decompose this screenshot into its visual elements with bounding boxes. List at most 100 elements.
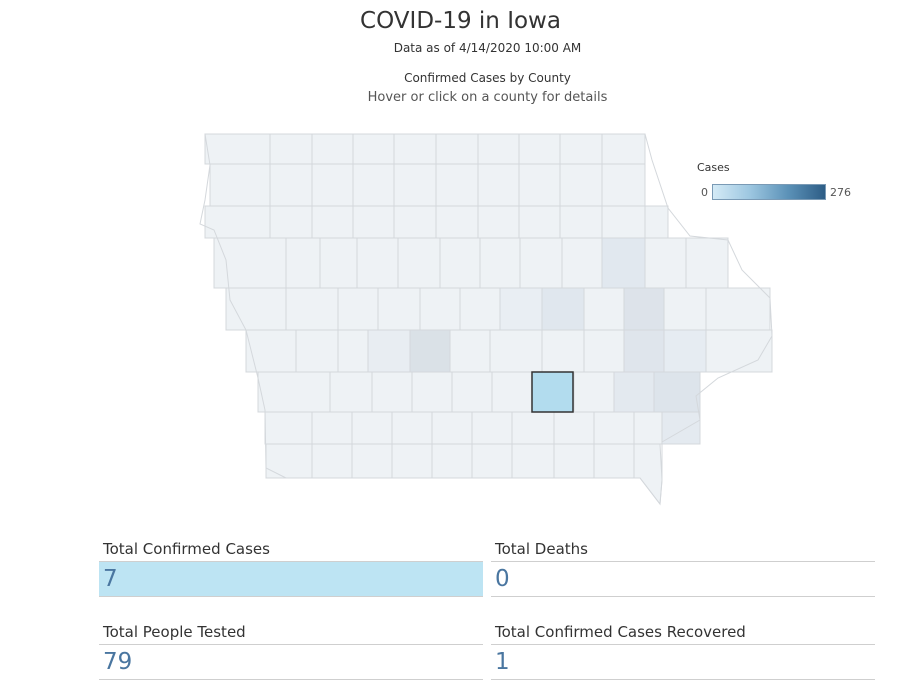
county-shape[interactable] [644, 237, 687, 289]
county-shape[interactable] [499, 287, 543, 331]
county-shape[interactable] [601, 163, 646, 207]
county-shape[interactable] [311, 133, 354, 165]
county-shape[interactable] [391, 443, 433, 479]
county-shape[interactable] [419, 287, 461, 331]
county-shape[interactable] [471, 443, 513, 479]
county-shape[interactable] [356, 237, 399, 289]
county-shape[interactable] [337, 329, 369, 373]
county-shape[interactable] [663, 287, 707, 331]
county-shape[interactable] [653, 371, 701, 413]
county-shape[interactable] [623, 329, 665, 373]
county-shape[interactable] [573, 371, 615, 413]
county-shape[interactable] [489, 329, 543, 373]
county-shape[interactable] [431, 411, 473, 445]
county-shape[interactable] [439, 237, 481, 289]
county-shape[interactable] [377, 287, 421, 331]
county-shape[interactable] [367, 329, 411, 373]
county-shape[interactable] [633, 411, 663, 445]
county-shape[interactable] [553, 411, 595, 445]
county-shape[interactable] [479, 237, 521, 289]
county-shape[interactable] [491, 371, 533, 413]
total-recovered-value[interactable]: 1 [491, 645, 875, 680]
total-people-tested-value[interactable]: 79 [99, 645, 483, 680]
county-shape[interactable] [209, 163, 271, 207]
county-shape[interactable] [435, 163, 479, 207]
county-shape[interactable] [685, 237, 729, 289]
county-shape[interactable] [204, 133, 271, 165]
county-shape[interactable] [371, 371, 413, 413]
county-shape[interactable] [435, 205, 479, 239]
county-shape[interactable] [559, 205, 603, 239]
county-shape[interactable] [623, 287, 665, 331]
county-shape[interactable] [633, 443, 663, 506]
county-shape[interactable] [269, 163, 313, 207]
county-shape[interactable] [245, 329, 297, 373]
county-shape[interactable] [285, 287, 339, 331]
total-deaths-value[interactable]: 0 [491, 562, 875, 597]
county-shape[interactable] [471, 411, 513, 445]
county-shape[interactable] [225, 287, 287, 331]
county-shape[interactable] [561, 237, 603, 289]
county-shape[interactable] [311, 205, 354, 239]
county-shape[interactable] [352, 163, 395, 207]
county-shape[interactable] [264, 411, 313, 445]
county-shape[interactable] [601, 133, 646, 165]
county-shape[interactable] [593, 443, 635, 479]
county-shape[interactable] [311, 411, 353, 445]
county-shape[interactable] [431, 443, 473, 479]
county-shape[interactable] [311, 443, 353, 479]
county-shape[interactable] [257, 371, 331, 413]
county-shape[interactable] [311, 163, 354, 207]
county-shape[interactable] [411, 371, 453, 413]
county-shape[interactable] [583, 329, 625, 373]
county-shape[interactable] [319, 237, 358, 289]
county-shape[interactable] [593, 411, 635, 445]
county-shape[interactable] [351, 411, 393, 445]
county-shape[interactable] [613, 371, 655, 413]
county-shape[interactable] [285, 237, 321, 289]
county-shape[interactable] [397, 237, 441, 289]
county-shape[interactable] [477, 163, 520, 207]
county-shape[interactable] [644, 205, 669, 239]
county-shape[interactable] [265, 443, 313, 479]
county-shape[interactable] [391, 411, 433, 445]
county-shape[interactable] [269, 205, 313, 239]
county-shape[interactable] [393, 133, 437, 165]
county-shape[interactable] [541, 287, 585, 331]
county-shape[interactable] [705, 287, 771, 331]
county-shape[interactable] [601, 205, 646, 239]
county-shape[interactable] [352, 205, 395, 239]
county-shape[interactable] [553, 443, 595, 479]
county-shape[interactable] [337, 287, 379, 331]
county-shape[interactable] [295, 329, 339, 373]
county-shape[interactable] [663, 329, 707, 373]
county-shape[interactable] [518, 205, 561, 239]
county-shape[interactable] [477, 205, 520, 239]
county-shape[interactable] [519, 237, 563, 289]
county-shape[interactable] [511, 411, 555, 445]
county-shape[interactable] [393, 205, 437, 239]
county-shape[interactable] [459, 287, 501, 331]
county-shape[interactable] [352, 133, 395, 165]
county-shape[interactable] [518, 163, 561, 207]
county-shape[interactable] [451, 371, 493, 413]
county-shape[interactable] [583, 287, 625, 331]
county-shape[interactable] [559, 133, 603, 165]
county-grid[interactable] [204, 133, 773, 506]
county-shape[interactable] [511, 443, 555, 479]
county-shape[interactable] [329, 371, 373, 413]
county-shape[interactable] [435, 133, 479, 165]
county-shape[interactable] [269, 133, 313, 165]
county-shape[interactable] [393, 163, 437, 207]
county-shape[interactable] [213, 237, 287, 289]
county-shape[interactable] [541, 329, 585, 373]
county-shape[interactable] [705, 329, 773, 373]
county-shape[interactable] [518, 133, 561, 165]
selected-county-shape[interactable] [531, 371, 574, 413]
county-shape[interactable] [449, 329, 491, 373]
county-shape[interactable] [601, 237, 646, 289]
county-shape[interactable] [409, 329, 451, 373]
county-shape[interactable] [351, 443, 393, 479]
county-shape[interactable] [559, 163, 603, 207]
